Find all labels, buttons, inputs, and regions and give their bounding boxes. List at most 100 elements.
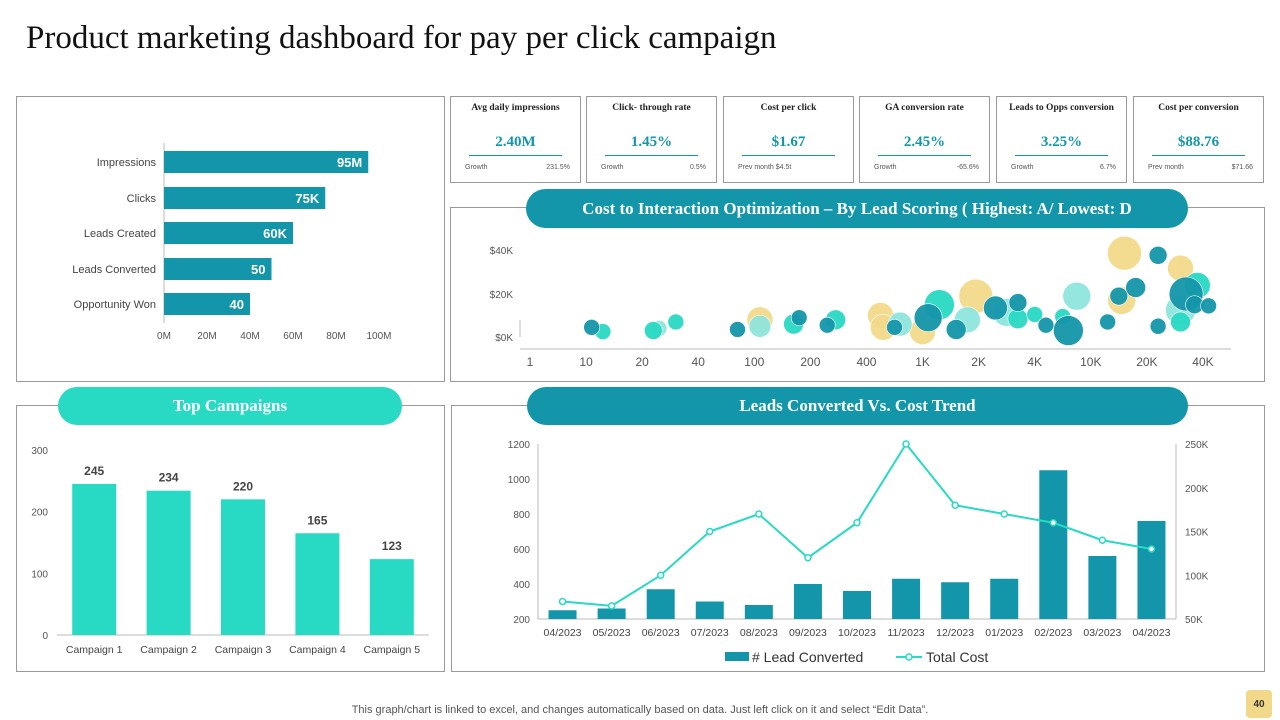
kpi-sub-label: Growth xyxy=(465,164,488,171)
campaign-value-label: 123 xyxy=(382,539,402,553)
lead-converted-bar xyxy=(597,608,626,619)
bubble-y-tick: $40K xyxy=(490,246,514,257)
bubble-point xyxy=(1062,281,1092,311)
lead-converted-bar xyxy=(1088,556,1117,619)
kpi-sub-label: Prev month $4.5t xyxy=(738,164,792,171)
funnel-value-label: 75K xyxy=(295,191,319,206)
trend-right-tick: 200K xyxy=(1185,484,1209,495)
funnel-bar xyxy=(164,258,272,280)
funnel-bar xyxy=(164,293,250,315)
lead-converted-bar xyxy=(1039,470,1068,619)
bubble-point xyxy=(644,321,663,340)
campaigns-y-tick: 0 xyxy=(42,631,48,642)
trend-x-label: 03/2023 xyxy=(1083,627,1121,639)
bubble-chart-title: Cost to Interaction Optimization – By Le… xyxy=(526,189,1188,228)
bubble-chart: $0K $20K $40K 1 10 20 40 100 200 400 1K 2K 4K 10K 20K 4… xyxy=(490,235,1231,369)
kpi-value: 1.45% xyxy=(630,134,673,150)
lead-converted-bar xyxy=(1137,521,1166,619)
lead-converted-bar xyxy=(990,578,1019,619)
bubble-x-tick: 1K xyxy=(915,355,930,369)
kpi-divider xyxy=(878,155,971,156)
trend-x-label: 07/2023 xyxy=(691,627,729,639)
bubble-x-tick: 40K xyxy=(1192,355,1213,369)
bubble-x-tick: 20 xyxy=(635,355,649,369)
lead-converted-bar xyxy=(941,582,970,619)
total-cost-point xyxy=(1147,545,1156,553)
funnel-value-label: 95M xyxy=(337,155,362,170)
kpi-value: 2.40M xyxy=(495,134,536,150)
campaign-category-label: Campaign 2 xyxy=(140,644,197,656)
kpi-divider xyxy=(1152,155,1245,156)
bubble-point xyxy=(729,321,746,338)
bubble-x-tick: 1 xyxy=(527,355,534,369)
total-cost-point xyxy=(558,597,567,606)
funnel-category-label: Leads Converted xyxy=(72,264,156,276)
lead-converted-bar xyxy=(744,605,773,619)
bubble-point xyxy=(1148,245,1168,265)
trend-x-label: 09/2023 xyxy=(789,627,827,639)
total-cost-point xyxy=(853,519,861,527)
trend-right-tick: 150K xyxy=(1185,528,1209,539)
bubble-point xyxy=(1170,311,1191,333)
campaigns-y-tick: 100 xyxy=(31,569,48,580)
page-number: 40 xyxy=(1246,690,1272,718)
trend-combo-chart: 200 400 600 800 1000 1200 50K 100K 150K 200K 250K 0… xyxy=(508,440,1209,665)
total-cost-point xyxy=(755,510,763,518)
funnel-x-tick: 0M xyxy=(157,331,171,342)
bubble-x-tick: 200 xyxy=(800,355,820,369)
trend-left-tick: 200 xyxy=(513,615,530,626)
kpi-card: GA conversion rate 2.45% Growth -65.6% xyxy=(859,96,990,183)
campaign-value-label: 245 xyxy=(84,464,104,478)
kpi-label: GA conversion rate xyxy=(885,103,964,113)
trend-right-tick: 100K xyxy=(1185,571,1209,582)
bubble-point xyxy=(1200,297,1217,315)
legend-label-cost: Total Cost xyxy=(926,649,988,665)
lead-converted-bar xyxy=(548,610,577,619)
total-cost-point xyxy=(656,571,665,579)
bubble-point xyxy=(1099,313,1116,331)
trend-right-tick: 250K xyxy=(1185,440,1209,451)
kpi-sub-value: -65.6% xyxy=(956,164,979,171)
bubble-x-tick: 4K xyxy=(1027,355,1042,369)
lead-converted-bar xyxy=(892,578,921,619)
bubble-point xyxy=(1107,235,1142,271)
trend-left-tick: 600 xyxy=(513,545,530,556)
total-cost-point xyxy=(804,554,812,562)
lead-converted-bar xyxy=(646,589,675,619)
funnel-bar xyxy=(164,151,369,173)
funnel-x-tick: 80M xyxy=(326,331,345,342)
funnel-x-tick: 20M xyxy=(197,331,216,342)
funnel-value-label: 40 xyxy=(230,297,244,312)
funnel-value-label: 60K xyxy=(263,226,287,241)
bubble-point xyxy=(667,313,685,331)
bubble-x-tick: 10 xyxy=(579,355,593,369)
trend-left-tick: 1200 xyxy=(508,440,531,451)
kpi-sub-value: $71.66 xyxy=(1231,164,1253,171)
trend-x-label: 08/2023 xyxy=(740,627,778,639)
campaign-bar xyxy=(295,533,340,635)
trend-x-label: 04/2023 xyxy=(544,627,582,639)
campaigns-chart-title: Top Campaigns xyxy=(58,387,402,425)
bubble-point xyxy=(790,309,808,326)
bubble-x-tick: 40 xyxy=(692,355,706,369)
kpi-card: Leads to Opps conversion 3.25% Growth 6.7% xyxy=(996,96,1127,183)
kpi-value: $88.76 xyxy=(1177,134,1220,150)
funnel-bar xyxy=(164,187,326,209)
campaign-category-label: Campaign 5 xyxy=(363,644,420,656)
trend-x-label: 10/2023 xyxy=(838,627,876,639)
kpi-card: Cost per click $1.67 Prev month $4.5t xyxy=(723,96,854,183)
campaigns-y-tick: 200 xyxy=(31,508,48,519)
campaign-value-label: 165 xyxy=(307,513,327,527)
kpi-divider xyxy=(742,155,835,156)
funnel-bar xyxy=(164,222,293,244)
funnel-category-label: Clicks xyxy=(127,193,157,205)
total-cost-point xyxy=(706,527,714,536)
campaign-bar xyxy=(221,499,265,635)
bubble-point xyxy=(886,319,903,336)
trend-x-label: 06/2023 xyxy=(642,627,680,639)
trend-x-label: 02/2023 xyxy=(1034,627,1072,639)
bubble-x-tick: 400 xyxy=(856,355,876,369)
trend-x-label: 11/2023 xyxy=(887,627,924,639)
campaign-bar xyxy=(72,483,117,635)
bubble-point xyxy=(983,295,1008,321)
